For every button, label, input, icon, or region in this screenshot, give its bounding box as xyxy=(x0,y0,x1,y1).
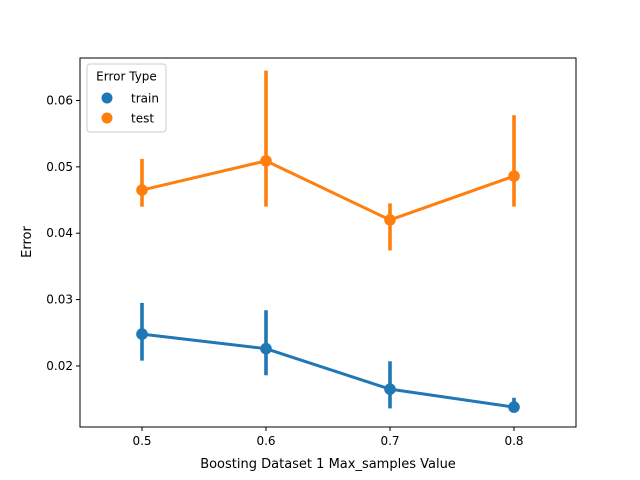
legend: Error Type train test xyxy=(86,63,167,133)
data-point-test xyxy=(508,170,520,182)
data-point-test xyxy=(260,155,272,167)
y-tick-label: 0.04 xyxy=(46,226,73,240)
y-axis: 0.02 0.03 0.04 0.05 0.06 xyxy=(46,93,80,373)
legend-marker-test xyxy=(101,112,113,124)
y-tick-label: 0.05 xyxy=(46,160,73,174)
y-axis-label: Error xyxy=(20,226,35,258)
y-tick-label: 0.03 xyxy=(46,293,73,307)
series-layer xyxy=(136,70,520,413)
series-train xyxy=(136,302,520,413)
legend-label-train: train xyxy=(131,92,159,106)
legend-title: Error Type xyxy=(96,70,157,84)
data-point-train xyxy=(136,328,148,340)
x-tick-label: 0.7 xyxy=(380,434,399,448)
y-tick-label: 0.02 xyxy=(46,359,73,373)
legend-marker-train xyxy=(101,92,113,104)
data-point-train xyxy=(260,342,272,355)
data-point-train xyxy=(508,401,520,413)
plot-frame xyxy=(79,57,577,428)
x-axis: 0.5 0.6 0.7 0.8 xyxy=(132,427,524,448)
x-tick-label: 0.8 xyxy=(504,434,523,448)
data-point-test xyxy=(384,214,396,226)
x-tick-label: 0.5 xyxy=(132,434,151,448)
x-axis-label: Boosting Dataset 1 Max_samples Value xyxy=(200,457,456,472)
x-tick-label: 0.6 xyxy=(256,434,275,448)
series-line-train xyxy=(141,332,515,409)
y-tick-label: 0.06 xyxy=(46,93,73,107)
series-test xyxy=(136,70,520,251)
legend-label-test: test xyxy=(131,112,154,126)
data-point-train xyxy=(384,383,396,395)
series-line-test xyxy=(141,159,515,222)
data-point-test xyxy=(136,184,148,196)
